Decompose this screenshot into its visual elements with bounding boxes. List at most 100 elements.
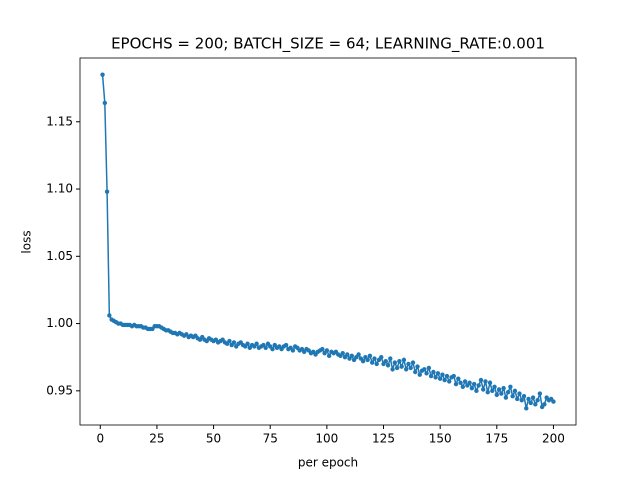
point xyxy=(537,391,543,396)
point xyxy=(487,380,493,385)
point xyxy=(107,313,112,318)
point xyxy=(435,371,441,376)
point xyxy=(478,377,484,383)
point xyxy=(501,385,506,391)
point xyxy=(431,369,436,375)
point xyxy=(424,371,429,376)
point xyxy=(254,341,259,346)
point xyxy=(442,377,447,383)
point xyxy=(483,379,488,384)
point xyxy=(515,396,520,402)
point xyxy=(456,376,461,381)
point xyxy=(367,353,373,359)
point xyxy=(413,369,418,375)
point xyxy=(356,352,361,357)
point xyxy=(460,384,466,389)
point xyxy=(467,380,472,385)
point xyxy=(408,365,413,371)
point xyxy=(326,353,332,359)
point xyxy=(426,365,432,371)
point xyxy=(481,387,486,392)
x-tick-label: 175 xyxy=(485,432,508,446)
point xyxy=(510,394,515,399)
point xyxy=(383,359,388,364)
point xyxy=(394,365,400,371)
point xyxy=(390,367,395,372)
point xyxy=(422,367,427,372)
point xyxy=(369,360,375,365)
point xyxy=(494,392,500,398)
point xyxy=(349,353,354,359)
point xyxy=(379,354,384,360)
point xyxy=(437,376,443,381)
point xyxy=(474,388,479,394)
point xyxy=(503,395,509,400)
chart-title: EPOCHS = 200; BATCH_SIZE = 64; LEARNING_… xyxy=(111,35,545,54)
y-tick-label: 0.95 xyxy=(46,383,73,397)
point xyxy=(551,399,556,404)
point xyxy=(100,72,105,77)
point xyxy=(104,189,110,194)
point xyxy=(417,372,422,377)
y-tick-label: 1.00 xyxy=(46,316,73,330)
point xyxy=(471,381,477,387)
point xyxy=(397,359,402,364)
point xyxy=(270,346,275,352)
point xyxy=(406,361,411,367)
y-tick-label: 1.15 xyxy=(46,114,73,128)
point xyxy=(453,381,459,387)
point xyxy=(401,357,407,363)
plot-frame xyxy=(79,57,577,426)
point xyxy=(485,389,490,395)
point xyxy=(499,391,504,396)
x-tick-label: 0 xyxy=(96,432,104,446)
point xyxy=(535,398,540,403)
x-axis-label: per epoch xyxy=(298,456,358,470)
point xyxy=(428,373,434,379)
point xyxy=(263,345,268,350)
x-tick-label: 50 xyxy=(206,432,221,446)
point xyxy=(399,364,404,369)
point xyxy=(526,396,531,402)
point xyxy=(320,346,325,352)
point xyxy=(283,342,289,348)
x-tick-label: 100 xyxy=(315,432,338,446)
point xyxy=(345,352,350,357)
loss-line xyxy=(101,74,555,409)
x-tick-label: 25 xyxy=(149,432,164,446)
point xyxy=(490,388,495,394)
point xyxy=(447,379,452,384)
point xyxy=(392,360,398,365)
point xyxy=(410,360,416,365)
point xyxy=(469,385,475,391)
point xyxy=(372,356,377,361)
point xyxy=(496,387,502,392)
point xyxy=(462,379,468,384)
point xyxy=(102,100,108,106)
point xyxy=(290,348,296,353)
point xyxy=(524,406,529,411)
point xyxy=(231,340,237,345)
y-axis-label: loss xyxy=(20,230,34,253)
point xyxy=(433,375,438,380)
point xyxy=(324,348,330,353)
point xyxy=(508,384,513,389)
y-tick-label: 1.10 xyxy=(46,182,73,196)
point xyxy=(444,373,450,379)
point xyxy=(505,389,511,395)
point xyxy=(521,394,527,399)
point xyxy=(340,350,345,356)
point xyxy=(492,384,497,389)
point xyxy=(403,367,409,372)
point xyxy=(388,356,393,361)
y-tick-label: 1.05 xyxy=(46,249,73,263)
point xyxy=(227,338,232,344)
point xyxy=(519,398,524,403)
point xyxy=(530,395,536,400)
point xyxy=(365,357,370,363)
point xyxy=(458,380,463,385)
point xyxy=(374,361,379,367)
x-tick-label: 150 xyxy=(429,432,452,446)
x-tick-label: 125 xyxy=(372,432,395,446)
